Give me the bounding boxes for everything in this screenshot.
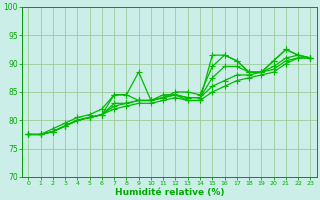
X-axis label: Humidité relative (%): Humidité relative (%) (115, 188, 224, 197)
